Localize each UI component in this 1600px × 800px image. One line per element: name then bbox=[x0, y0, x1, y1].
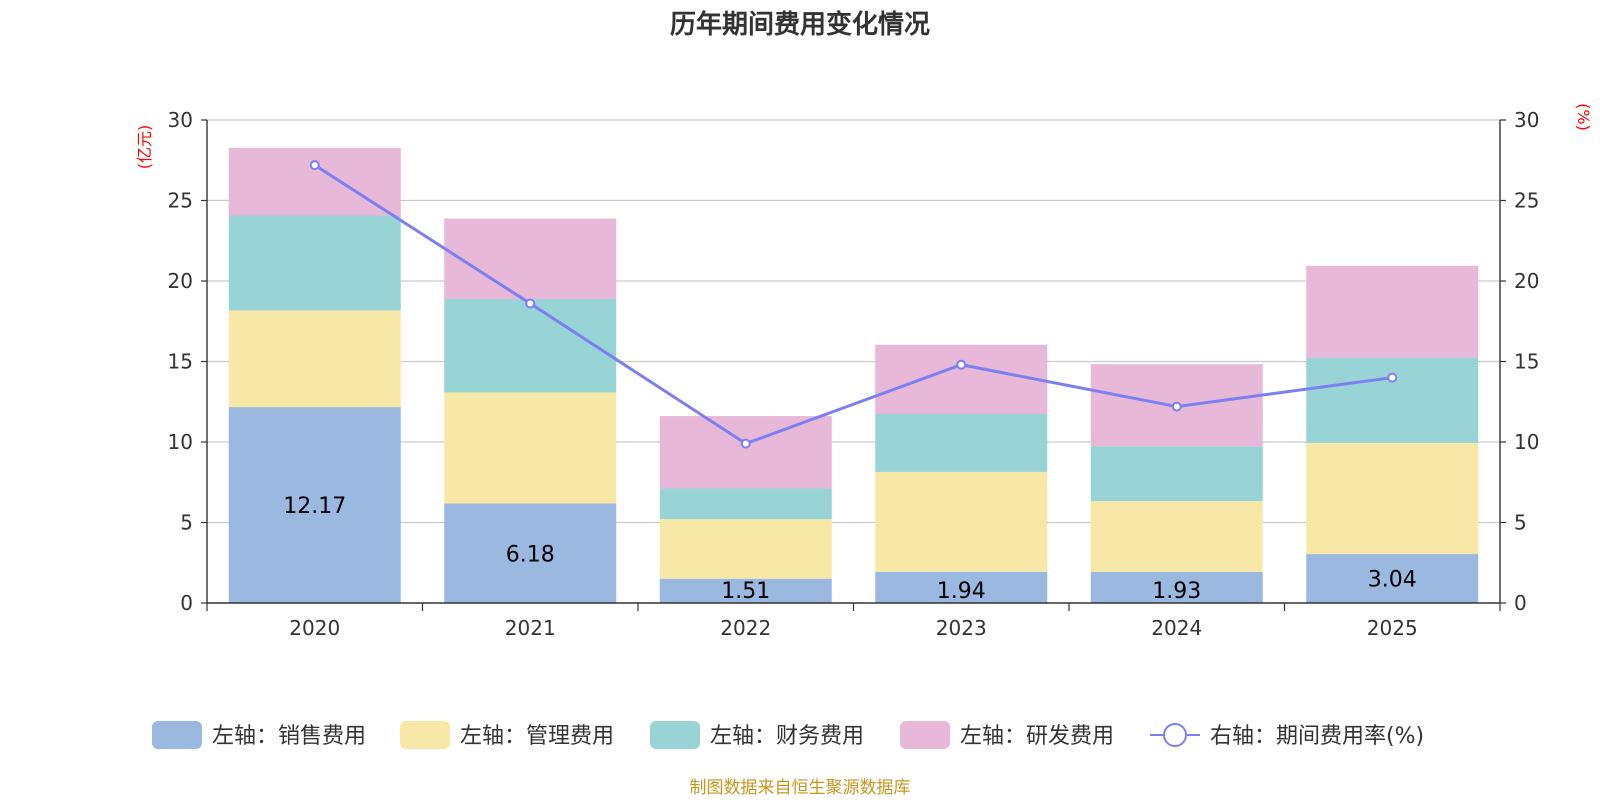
x-tick-label: 2022 bbox=[720, 616, 771, 640]
rate-point bbox=[1387, 372, 1398, 383]
left-tick-label: 25 bbox=[168, 189, 193, 213]
legend-swatch bbox=[650, 721, 700, 749]
legend-label: 左轴：研发费用 bbox=[960, 724, 1114, 749]
right-axis-unit: (%) bbox=[1574, 103, 1593, 131]
bar-1 bbox=[1090, 571, 1263, 603]
legend-swatch bbox=[152, 721, 202, 749]
legend-label: 左轴：销售费用 bbox=[212, 724, 366, 749]
left-tick-label: 0 bbox=[180, 591, 193, 615]
bar-2 bbox=[1306, 442, 1479, 555]
right-tick-label: 15 bbox=[1514, 350, 1539, 374]
rate-point bbox=[1171, 401, 1182, 412]
bar-data-label: 3.04 bbox=[1368, 568, 1417, 593]
rate-line-path bbox=[313, 163, 1393, 446]
bar-1 bbox=[875, 571, 1048, 603]
rate-point bbox=[740, 438, 751, 449]
data-labels: 12.17 6.18 1.51 1.94 1.93 3.04 bbox=[283, 494, 1416, 604]
bar-2 bbox=[875, 471, 1048, 572]
rate-point bbox=[309, 160, 320, 171]
bar-3 bbox=[444, 299, 617, 393]
bar-2 bbox=[444, 392, 617, 504]
right-tick-label: 25 bbox=[1514, 189, 1539, 213]
x-tick-label: 2020 bbox=[289, 616, 340, 640]
bar-1 bbox=[228, 407, 401, 603]
right-tick-label: 10 bbox=[1514, 430, 1539, 454]
x-tick-label: 2024 bbox=[1151, 616, 1202, 640]
left-tick-label: 15 bbox=[168, 350, 193, 374]
bar-2 bbox=[659, 519, 832, 579]
x-tick-label: 2025 bbox=[1367, 616, 1418, 640]
left-tick-label: 5 bbox=[180, 511, 193, 535]
bar-1 bbox=[659, 578, 832, 603]
legend-swatch bbox=[400, 721, 450, 749]
bar-3 bbox=[1306, 357, 1479, 443]
gridlines bbox=[207, 119, 1500, 524]
bar-data-label: 6.18 bbox=[506, 542, 555, 567]
right-tick-label: 30 bbox=[1514, 108, 1539, 132]
x-tick-label: 2021 bbox=[505, 616, 556, 640]
rate-point bbox=[956, 359, 967, 370]
bar-2 bbox=[228, 310, 401, 408]
bar-1 bbox=[444, 503, 617, 603]
bar-4 bbox=[444, 218, 617, 300]
bar-data-label: 1.51 bbox=[721, 579, 770, 604]
bar-4 bbox=[875, 344, 1048, 414]
bar-4 bbox=[659, 416, 832, 489]
left-tick-label: 20 bbox=[168, 269, 193, 293]
rate-line bbox=[309, 160, 1398, 449]
right-tick-label: 5 bbox=[1514, 511, 1527, 535]
bar-4 bbox=[1306, 265, 1479, 358]
bar-3 bbox=[1090, 446, 1263, 502]
right-tick-label: 20 bbox=[1514, 269, 1539, 293]
legend-label: 左轴：管理费用 bbox=[460, 724, 614, 749]
legend-swatch bbox=[900, 721, 950, 749]
rate-point bbox=[525, 298, 536, 309]
bar-data-label: 12.17 bbox=[283, 494, 346, 519]
legend: 左轴：销售费用 左轴：管理费用 左轴：财务费用 左轴：研发费用 右轴：期间费用率(%) bbox=[152, 721, 1424, 749]
bar-3 bbox=[659, 488, 832, 520]
bar-2 bbox=[1090, 501, 1263, 572]
legend-swatch-marker bbox=[1163, 723, 1187, 747]
chart-title: 历年期间费用变化情况 bbox=[670, 9, 930, 40]
bar-data-label: 1.93 bbox=[1152, 579, 1201, 604]
legend-label: 左轴：财务费用 bbox=[710, 724, 864, 749]
bar-4 bbox=[228, 147, 401, 216]
bar-data-label: 1.94 bbox=[937, 579, 986, 604]
right-tick-label: 0 bbox=[1514, 591, 1527, 615]
source-note: 制图数据来自恒生聚源数据库 bbox=[690, 778, 911, 798]
left-tick-label: 10 bbox=[168, 430, 193, 454]
bar-1 bbox=[1306, 554, 1479, 603]
left-tick-label: 30 bbox=[168, 108, 193, 132]
bar-3 bbox=[228, 215, 401, 311]
left-axis-unit: (亿元) bbox=[135, 125, 154, 170]
legend-label: 右轴：期间费用率(%) bbox=[1210, 724, 1424, 749]
bars bbox=[228, 147, 1479, 603]
x-tick-label: 2023 bbox=[936, 616, 987, 640]
bar-3 bbox=[875, 413, 1048, 472]
